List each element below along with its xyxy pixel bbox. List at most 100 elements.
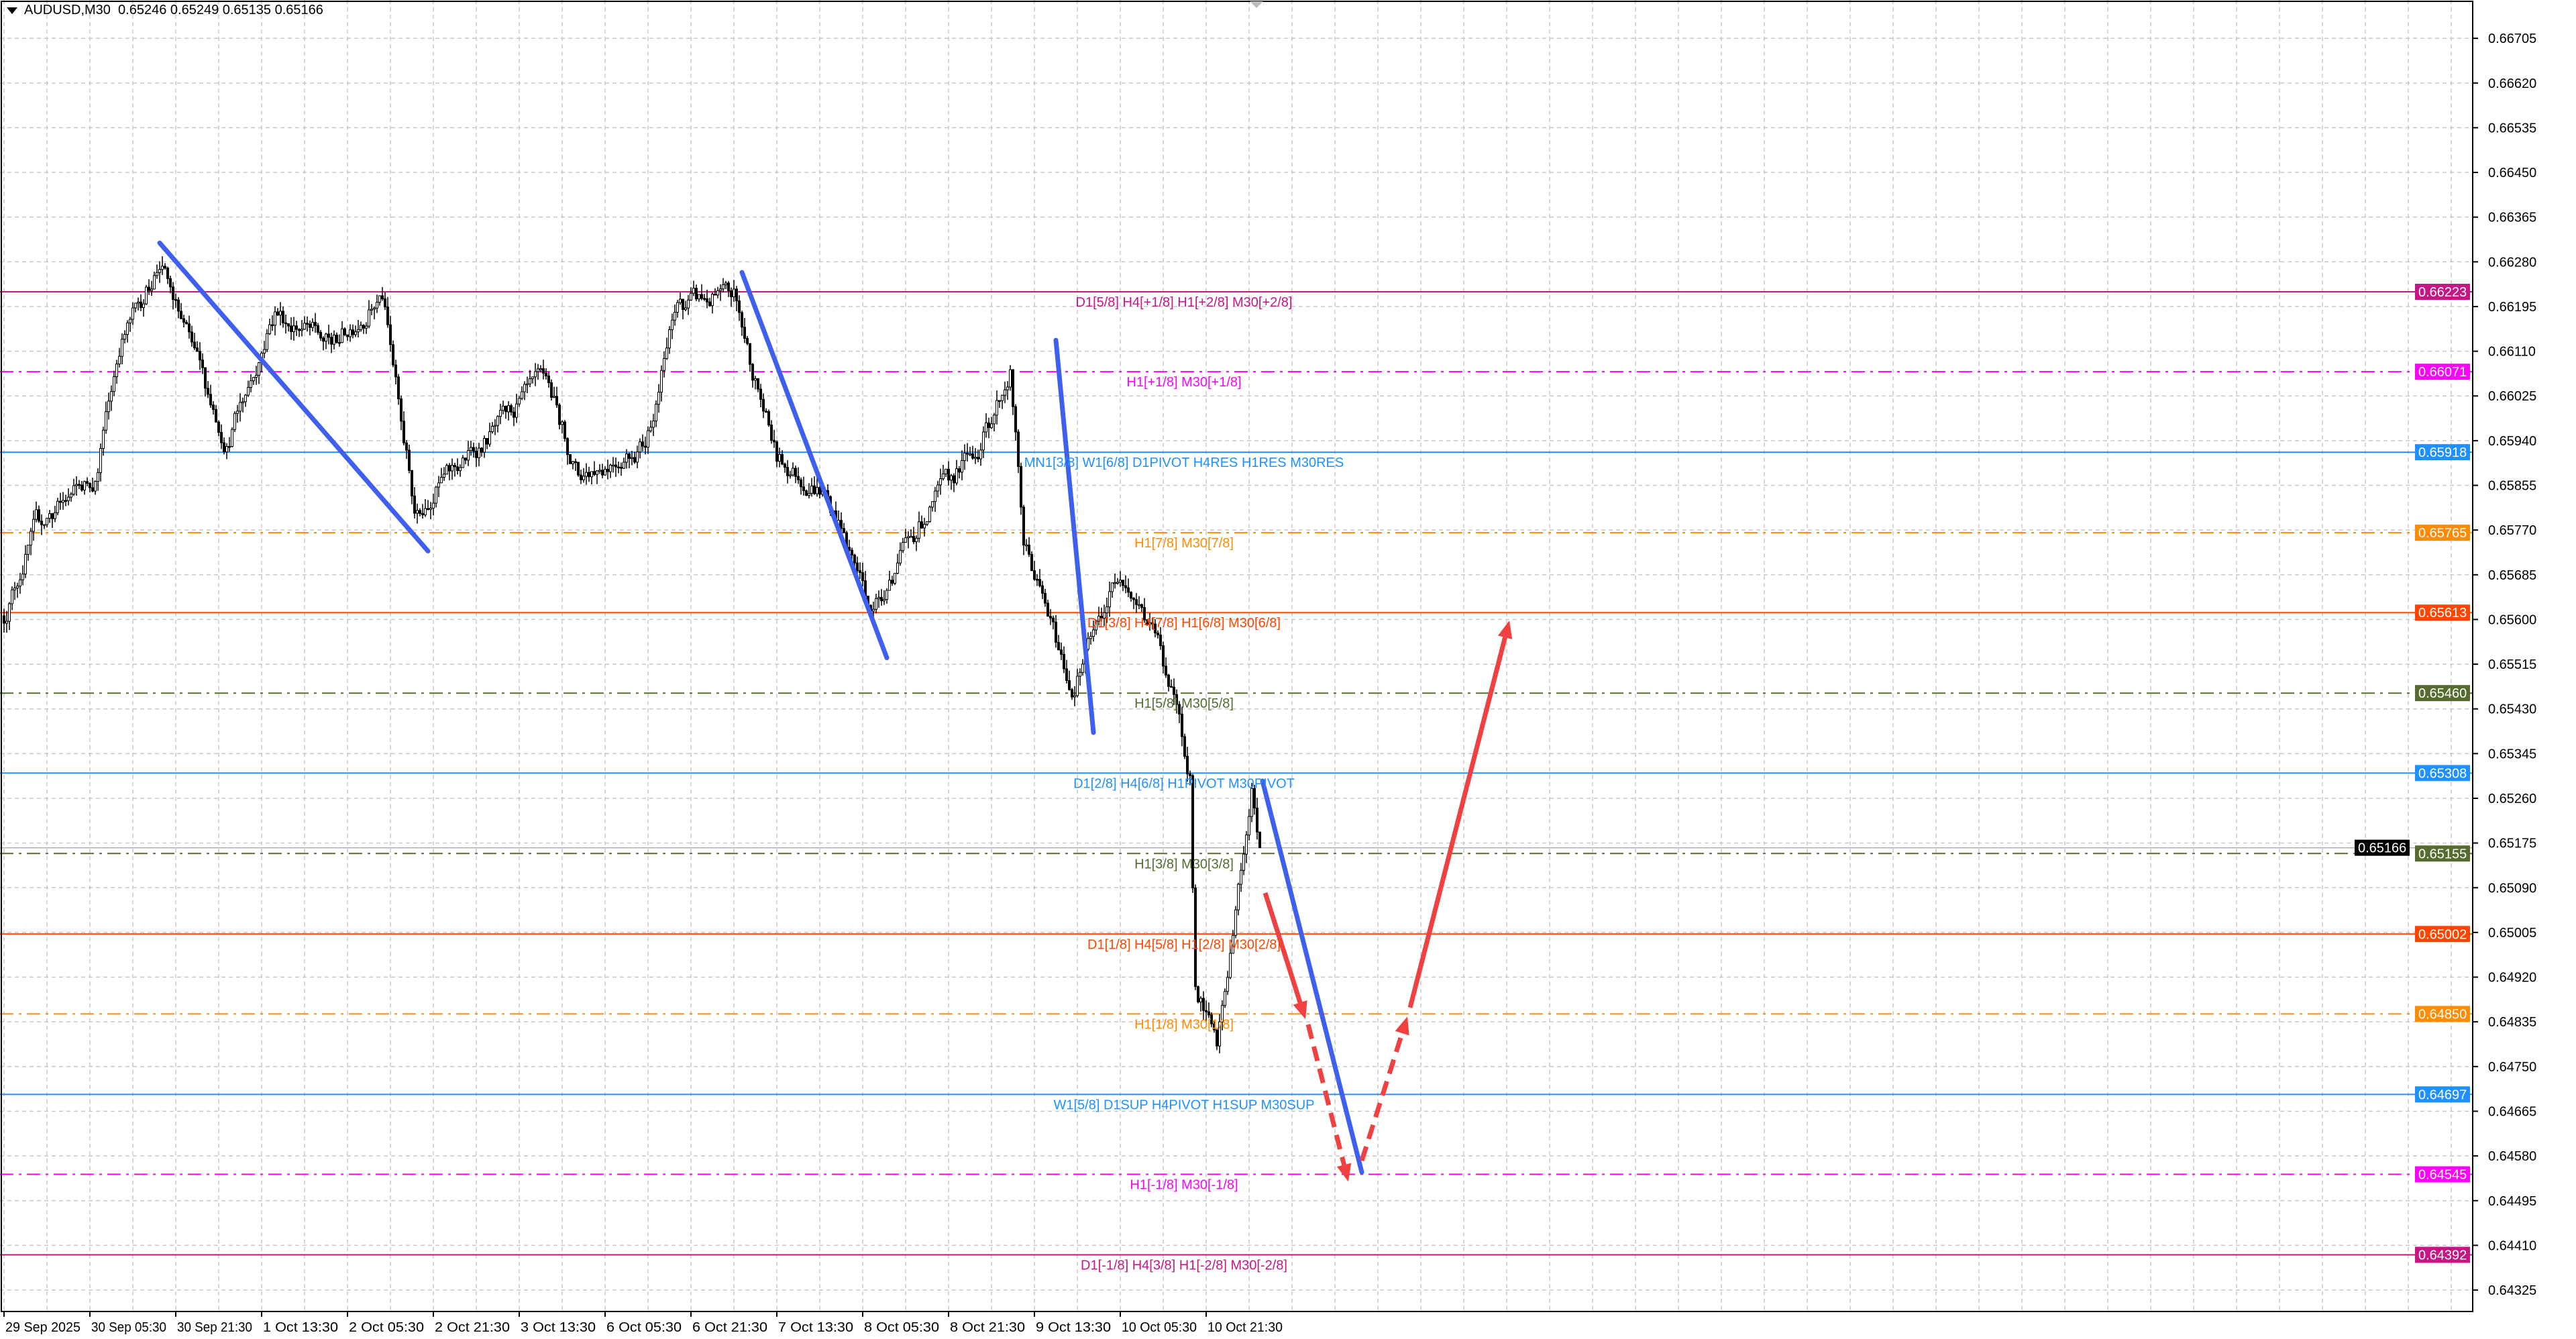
bull-candle <box>35 509 38 520</box>
time-tick-label: 10 Oct 05:30 <box>1122 1320 1197 1335</box>
bear-candle <box>362 325 365 329</box>
price-tag <box>2415 604 2470 621</box>
bull-candle <box>491 425 494 433</box>
bull-candle <box>754 378 757 381</box>
price-tick-label: 0.64750 <box>2488 1060 2536 1075</box>
chart-title: AUDUSD,M30 0.65246 0.65249 0.65135 0.651… <box>7 3 323 18</box>
bear-candle <box>765 411 767 413</box>
trendline[interactable] <box>157 240 431 554</box>
bull-candle <box>655 404 657 422</box>
bull-candle <box>561 421 564 425</box>
bear-candle <box>633 457 636 463</box>
bear-candle <box>330 337 333 345</box>
bear-candle <box>843 528 845 533</box>
time-axis[interactable]: 29 Sep 2025 30 Sep 05:30 30 Sep 21:30 1 Oct… <box>3 1311 1283 1335</box>
bear-candle <box>456 466 459 472</box>
price-tick-label: 0.64410 <box>2488 1238 2536 1253</box>
price-tick-label: 0.65430 <box>2488 702 2536 717</box>
dropdown-triangle-icon[interactable] <box>7 7 17 14</box>
arrowhead-icon <box>1497 621 1513 639</box>
bear-candle <box>794 468 797 477</box>
forecast-arrow-line[interactable] <box>1305 1024 1346 1166</box>
level-label: H1[-1/8] M30[-1/8] <box>1130 1178 1238 1193</box>
bear-candle <box>813 485 816 494</box>
bear-candle <box>1124 585 1127 588</box>
bull-candle <box>11 589 13 604</box>
bear-candle <box>781 453 784 465</box>
bull-candle <box>1237 883 1240 910</box>
bear-candle <box>381 295 384 299</box>
bear-candle <box>282 311 284 323</box>
bear-candle <box>891 580 894 584</box>
bull-candle <box>24 553 27 575</box>
bull-candle <box>904 537 907 543</box>
bull-candle <box>623 462 625 469</box>
bull-candle <box>1106 606 1108 613</box>
price-axis[interactable]: 0.66705 0.66620 0.66535 0.66450 0.66365 0.662… <box>2473 32 2536 1298</box>
forecast-arrows[interactable] <box>1263 621 1513 1182</box>
bull-candle <box>810 485 813 494</box>
price-tag <box>2415 1246 2470 1263</box>
bear-candle <box>290 325 292 332</box>
price-tag <box>2415 444 2470 461</box>
bull-candle <box>107 400 110 413</box>
bull-candle <box>494 425 496 427</box>
bull-candle <box>325 333 327 342</box>
bear-candle <box>1208 1011 1210 1016</box>
price-tag <box>2415 284 2470 300</box>
bear-candle <box>453 465 456 468</box>
bear-candle <box>1213 1023 1216 1030</box>
bear-candle <box>427 508 429 511</box>
price-tick-label: 0.64495 <box>2488 1194 2536 1209</box>
bull-candle <box>357 329 360 333</box>
bear-candle <box>1167 674 1170 687</box>
bull-candle <box>279 311 282 316</box>
bull-candle <box>1240 869 1242 885</box>
bear-candle <box>569 454 572 464</box>
bear-candle <box>588 472 590 478</box>
bull-candle <box>668 329 671 349</box>
bear-candle <box>1183 736 1186 757</box>
bull-candle <box>266 333 268 350</box>
bear-candle <box>199 351 201 361</box>
bull-candle <box>716 290 719 296</box>
bull-candle <box>993 415 996 425</box>
time-tick-label: 6 Oct 05:30 <box>606 1320 682 1335</box>
trendline[interactable] <box>1260 778 1364 1175</box>
bear-candle <box>1157 633 1159 636</box>
trendline[interactable] <box>1053 337 1096 735</box>
forecast-arrow-line[interactable] <box>1407 637 1507 1008</box>
bull-candle <box>21 574 24 580</box>
bull-candle <box>899 550 902 564</box>
bear-candle <box>545 372 547 376</box>
trendlines[interactable] <box>157 240 1364 1175</box>
bear-candle <box>1130 592 1132 599</box>
bull-candle <box>872 608 875 612</box>
bear-candle <box>818 487 821 495</box>
chart-shift-marker-icon[interactable] <box>1250 1 1263 8</box>
bear-candle <box>1071 689 1073 698</box>
bull-candle <box>478 447 480 458</box>
bull-candle <box>665 347 668 359</box>
bull-candle <box>129 319 131 323</box>
symbol-label: AUDUSD,M30 <box>24 3 111 17</box>
bear-candle <box>564 421 566 439</box>
bear-candle <box>1036 578 1038 581</box>
bear-candle <box>327 333 330 338</box>
bull-candle <box>247 387 250 396</box>
trendline[interactable] <box>739 270 890 661</box>
forecast-arrow-line[interactable] <box>1263 892 1303 1004</box>
bull-candle <box>1218 1021 1221 1047</box>
bear-candle <box>1186 755 1189 775</box>
bear-candle <box>314 321 317 326</box>
bull-candle <box>244 394 247 403</box>
bear-candle <box>987 422 990 429</box>
bull-candle <box>435 486 437 504</box>
bull-candle <box>75 484 78 486</box>
bull-candle <box>1116 582 1119 584</box>
price-tag-label: 0.65155 <box>2418 847 2467 861</box>
bear-candle <box>853 554 856 564</box>
bull-candle <box>292 325 295 332</box>
bear-candle <box>861 572 864 582</box>
